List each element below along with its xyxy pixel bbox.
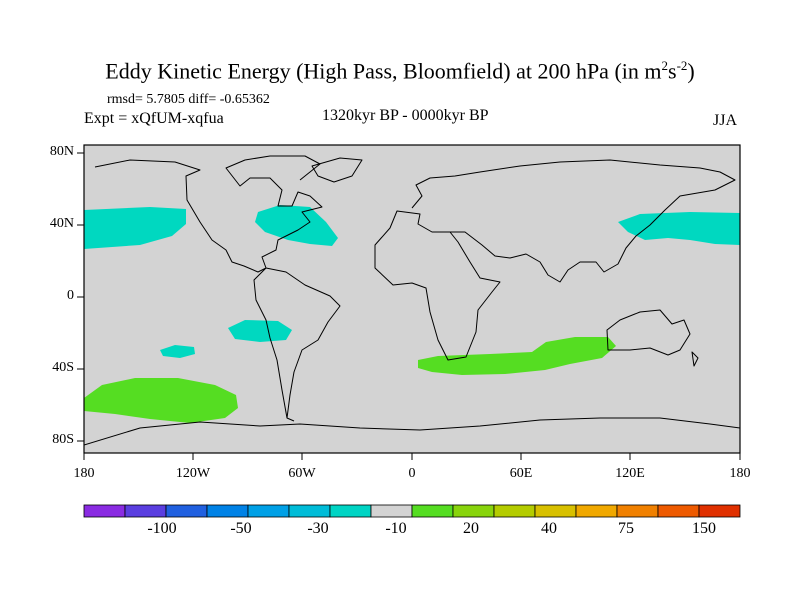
colorbar-box: [698, 504, 741, 518]
field-region-subtropical-pacific-a: [228, 320, 292, 342]
lat-label: 40S: [52, 360, 74, 375]
colorbar-box: [575, 504, 618, 518]
colorbar-box: [411, 504, 454, 518]
colorbar-box: [493, 504, 536, 518]
colorbar-label: -30: [307, 520, 329, 537]
colorbar-box: [657, 504, 700, 518]
colorbar-label: -50: [230, 520, 252, 537]
colorbar: [83, 504, 741, 518]
lon-label: 60W: [288, 466, 316, 481]
lon-label: 180: [73, 466, 95, 481]
colorbar-box: [165, 504, 208, 518]
axis-ticks: [77, 152, 741, 460]
colorbar-label: -100: [147, 520, 177, 537]
lat-label: 80N: [49, 144, 74, 159]
field-region-subtropical-pacific-b: [160, 345, 195, 358]
lon-label: 0: [408, 466, 416, 481]
colorbar-label: 150: [692, 520, 716, 537]
colorbar-label: 75: [618, 520, 634, 537]
colorbar-box: [370, 504, 413, 518]
colorbar-box: [452, 504, 495, 518]
stats-label: rmsd= 5.7805 diff= -0.65362: [107, 92, 270, 107]
field-region-south-indian-ocean: [418, 337, 616, 375]
experiment-label: Expt = xQfUM-xqfua: [84, 110, 224, 127]
field-region-south-pacific: [84, 378, 238, 423]
coastlines: [84, 155, 740, 446]
lat-label: 80S: [52, 432, 74, 447]
colorbar-box: [83, 504, 126, 518]
lon-label: 120W: [175, 466, 211, 481]
lon-label: 60E: [509, 466, 533, 481]
field-region-north-atlantic: [255, 205, 338, 246]
colorbar-box: [288, 504, 331, 518]
colorbar-label: 20: [463, 520, 479, 537]
field-region-north-pacific-east: [84, 207, 186, 249]
colorbar-box: [534, 504, 577, 518]
colorbar-label: 40: [541, 520, 557, 537]
lat-label: 40N: [49, 216, 74, 231]
season-label: JJA: [713, 112, 738, 129]
lat-label: 0: [67, 288, 74, 303]
colorbar-box: [247, 504, 290, 518]
figure-title: Eddy Kinetic Energy (High Pass, Bloomfie…: [105, 58, 695, 84]
period-label: 1320kyr BP - 0000kyr BP: [322, 107, 489, 124]
lon-label: 120E: [615, 466, 645, 481]
colorbar-box: [329, 504, 372, 518]
lon-label: 180: [729, 466, 751, 481]
colorbar-box: [616, 504, 659, 518]
field-region-north-pacific-west: [618, 212, 740, 245]
colorbar-box: [124, 504, 167, 518]
colorbar-label: -10: [385, 520, 407, 537]
colorbar-box: [206, 504, 249, 518]
